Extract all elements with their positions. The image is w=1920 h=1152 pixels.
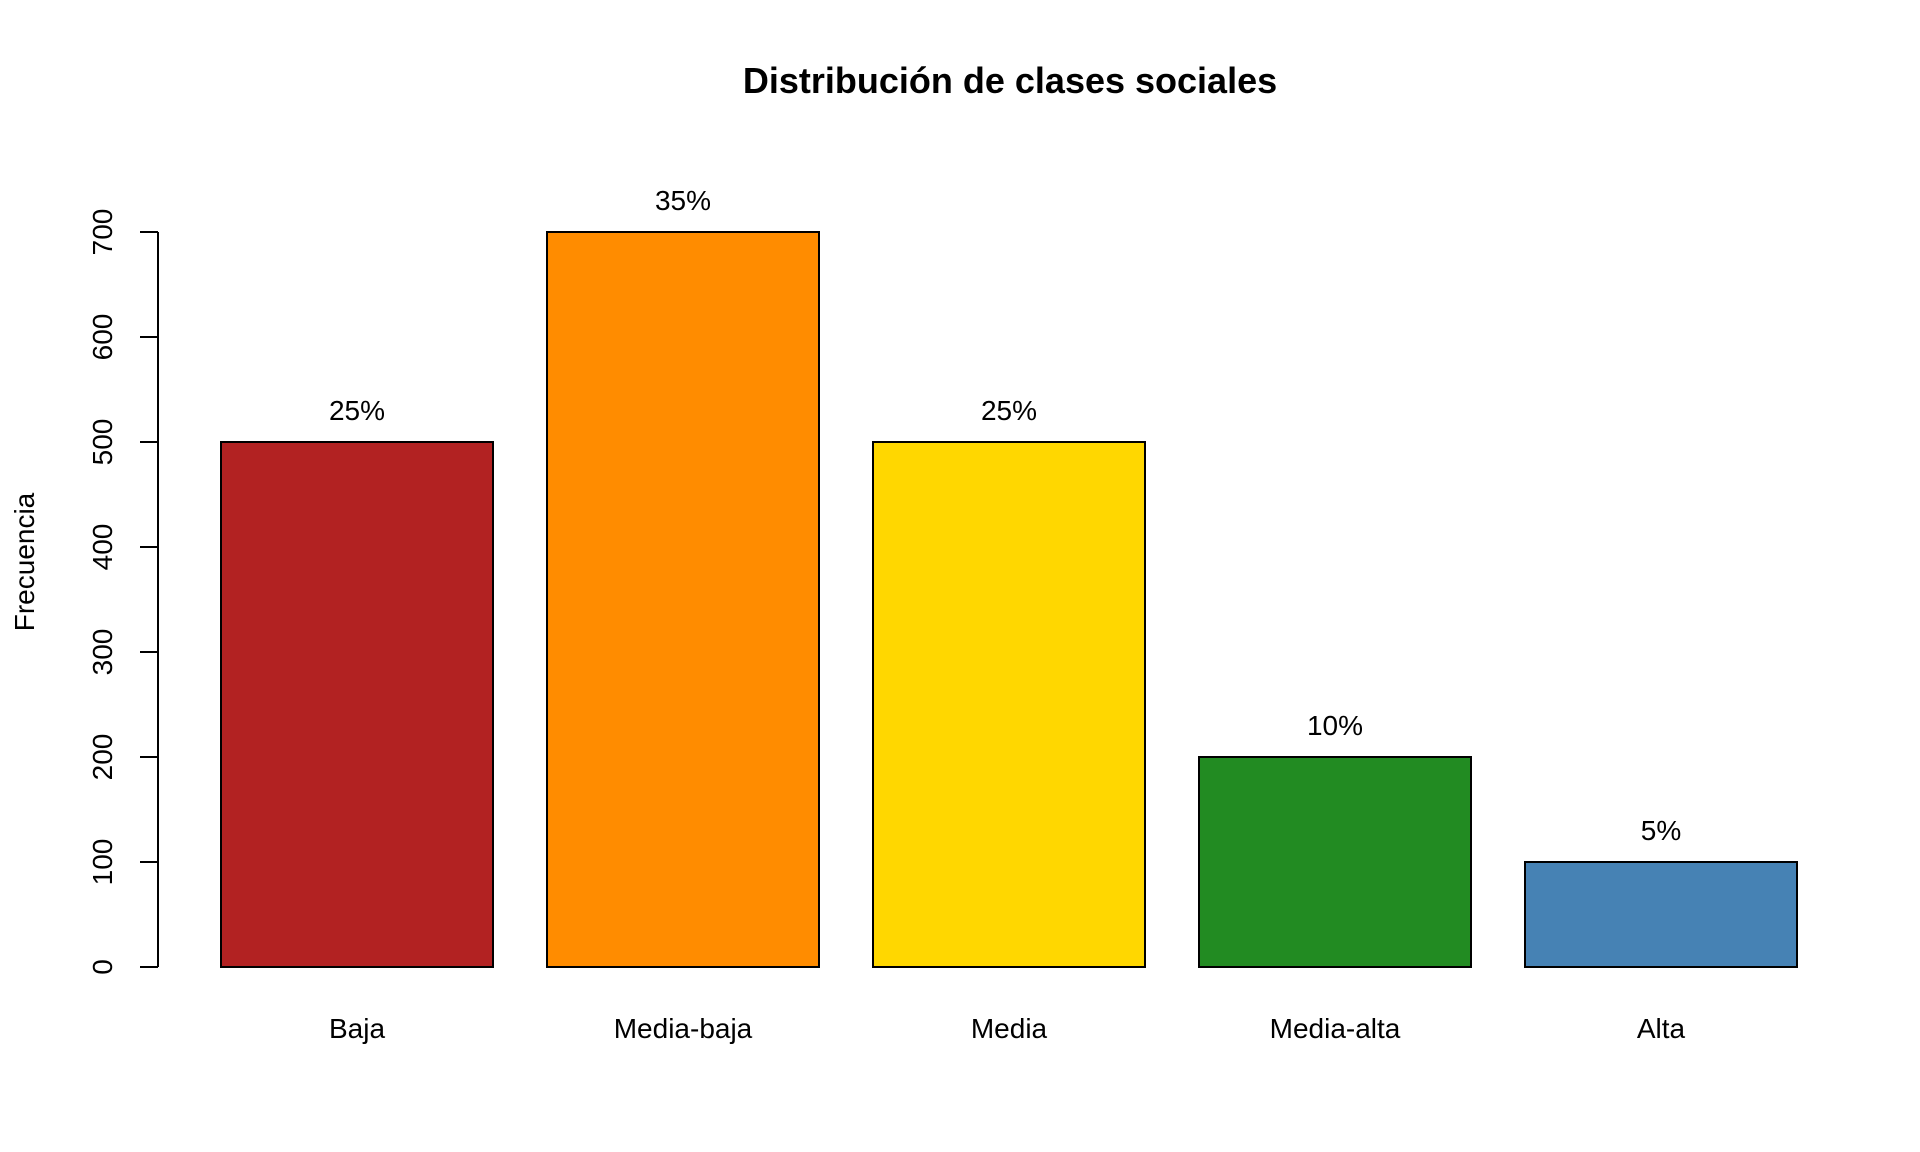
x-category-label: Alta (1637, 1013, 1686, 1044)
y-axis-label: Frecuencia (9, 492, 40, 631)
bar-data-label: 25% (981, 395, 1037, 426)
x-category-label: Media (971, 1013, 1048, 1044)
bar-data-label: 25% (329, 395, 385, 426)
bar-media (872, 441, 1146, 968)
y-tick-label: 100 (87, 839, 118, 886)
y-tick-label: 500 (87, 419, 118, 466)
category-labels: Baja Media-baja Media Media-alta Alta (329, 1013, 1686, 1044)
bars-group (220, 231, 1798, 968)
bar-media-baja (546, 231, 820, 968)
data-labels: 25% 35% 25% 10% 5% (329, 185, 1681, 846)
x-category-label: Media-alta (1270, 1013, 1401, 1044)
y-axis: 0 100 200 300 400 500 600 700 (87, 209, 159, 975)
bar-data-label: 35% (655, 185, 711, 216)
bar-data-label: 5% (1641, 815, 1681, 846)
bar-baja (220, 441, 494, 968)
bar-alta (1524, 861, 1798, 968)
y-tick-label: 700 (87, 209, 118, 256)
y-tick-label: 600 (87, 314, 118, 361)
x-category-label: Baja (329, 1013, 385, 1044)
bar-media-alta (1198, 756, 1472, 968)
chart-title: Distribución de clases sociales (743, 60, 1277, 101)
y-tick-label: 300 (87, 629, 118, 676)
x-category-label: Media-baja (614, 1013, 753, 1044)
y-tick-label: 200 (87, 734, 118, 781)
y-tick-label: 0 (87, 959, 118, 975)
y-tick-label: 400 (87, 524, 118, 571)
bar-data-label: 10% (1307, 710, 1363, 741)
